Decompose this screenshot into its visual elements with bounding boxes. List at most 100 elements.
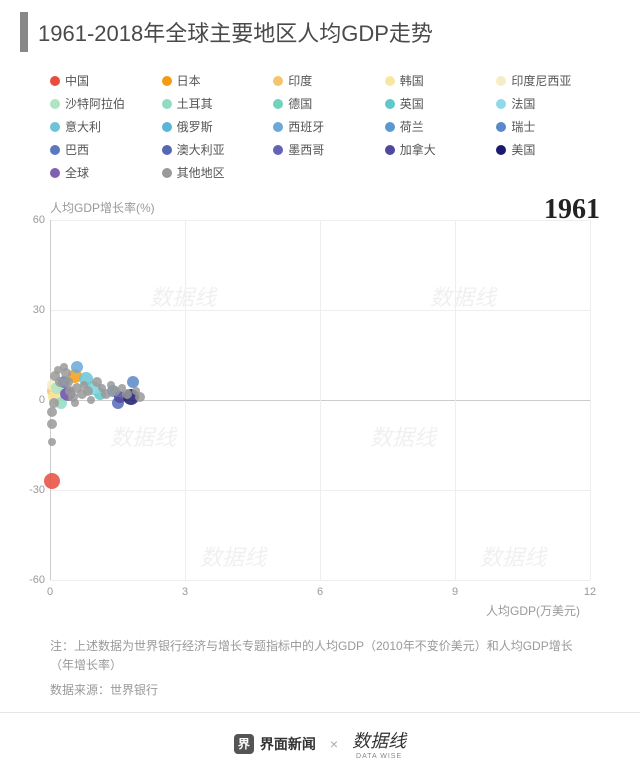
legend-dot-icon — [496, 99, 506, 109]
chart-container: 1961-2018年全球主要地区人均GDP走势 中国 日本 印度 韩国 印度尼西亚沙特阿… — [0, 0, 640, 774]
legend-label: 荷兰 — [400, 118, 424, 135]
legend-label: 土耳其 — [177, 95, 213, 112]
legend-item: 瑞士 — [496, 118, 600, 135]
legend-item: 意大利 — [50, 118, 154, 135]
footer-brand-1: 界 界面新闻 — [234, 734, 316, 754]
data-point — [83, 386, 93, 396]
data-source: 数据来源：世界银行 — [0, 681, 640, 712]
legend-dot-icon — [385, 99, 395, 109]
data-point — [47, 407, 57, 417]
data-point — [71, 361, 83, 373]
data-point — [135, 392, 145, 402]
watermark: 数据线 — [480, 540, 546, 572]
legend-dot-icon — [385, 76, 395, 86]
legend-dot-icon — [162, 99, 172, 109]
legend-dot-icon — [496, 76, 506, 86]
grid-line-v — [455, 220, 456, 580]
legend-dot-icon — [385, 145, 395, 155]
legend-item: 法国 — [496, 95, 600, 112]
footer-separator: × — [330, 736, 338, 752]
y-tick: -30 — [20, 484, 45, 496]
brand2-sub: DATA WISE — [352, 753, 406, 760]
data-point — [87, 396, 95, 404]
legend-item: 美国 — [496, 141, 600, 158]
legend-item: 中国 — [50, 72, 154, 89]
brand2-label: 数据线 — [352, 731, 406, 751]
legend-label: 法国 — [511, 95, 535, 112]
legend-label: 瑞士 — [511, 118, 535, 135]
legend-label: 巴西 — [65, 141, 89, 158]
legend-label: 全球 — [65, 164, 89, 181]
legend-item: 荷兰 — [385, 118, 489, 135]
brand1-label: 界面新闻 — [260, 734, 316, 754]
legend-item: 其他地区 — [162, 164, 266, 181]
grid-line-h — [50, 580, 590, 581]
legend-label: 澳大利亚 — [177, 141, 225, 158]
legend-dot-icon — [50, 76, 60, 86]
legend-dot-icon — [385, 122, 395, 132]
legend-label: 印度 — [288, 72, 312, 89]
watermark: 数据线 — [430, 280, 496, 312]
legend-item: 日本 — [162, 72, 266, 89]
data-point — [71, 399, 79, 407]
legend-dot-icon — [273, 145, 283, 155]
jiemian-icon: 界 — [234, 734, 254, 754]
watermark: 数据线 — [370, 420, 436, 452]
data-point — [44, 473, 60, 489]
y-tick: -60 — [20, 574, 45, 586]
grid-line-v — [590, 220, 591, 580]
footer: 界 界面新闻 × 数据线 DATA WISE — [0, 712, 640, 774]
legend-dot-icon — [273, 122, 283, 132]
legend-label: 韩国 — [400, 72, 424, 89]
legend-label: 其他地区 — [177, 164, 225, 181]
legend-label: 英国 — [400, 95, 424, 112]
legend-label: 西班牙 — [288, 118, 324, 135]
legend-item: 英国 — [385, 95, 489, 112]
x-axis-title: 人均GDP(万美元) — [50, 580, 610, 619]
chart-area: 1961 人均GDP增长率(%) -60-3003060036912数据线数据线… — [0, 189, 640, 619]
legend-item: 巴西 — [50, 141, 154, 158]
legend: 中国 日本 印度 韩国 印度尼西亚沙特阿拉伯 土耳其 德国 英国 法国意大利 俄罗斯 西班牙 荷兰 瑞士… — [0, 60, 640, 189]
data-point — [122, 389, 132, 399]
legend-dot-icon — [273, 99, 283, 109]
data-point — [47, 419, 57, 429]
legend-label: 中国 — [65, 72, 89, 89]
legend-dot-icon — [162, 168, 172, 178]
y-tick: 30 — [20, 304, 45, 316]
x-tick: 12 — [584, 586, 596, 598]
legend-item: 土耳其 — [162, 95, 266, 112]
watermark: 数据线 — [150, 280, 216, 312]
grid-line-v — [185, 220, 186, 580]
legend-dot-icon — [50, 168, 60, 178]
legend-dot-icon — [273, 76, 283, 86]
legend-dot-icon — [50, 99, 60, 109]
legend-dot-icon — [162, 145, 172, 155]
data-point — [49, 398, 59, 408]
x-tick: 0 — [47, 586, 53, 598]
legend-label: 沙特阿拉伯 — [65, 95, 125, 112]
legend-label: 印度尼西亚 — [511, 72, 571, 89]
legend-label: 美国 — [511, 141, 535, 158]
data-point — [127, 376, 139, 388]
legend-label: 墨西哥 — [288, 141, 324, 158]
legend-dot-icon — [496, 122, 506, 132]
title-bar: 1961-2018年全球主要地区人均GDP走势 — [0, 0, 640, 60]
x-tick: 3 — [182, 586, 188, 598]
legend-dot-icon — [162, 76, 172, 86]
legend-label: 日本 — [177, 72, 201, 89]
grid-line-v — [320, 220, 321, 580]
legend-label: 德国 — [288, 95, 312, 112]
legend-item: 俄罗斯 — [162, 118, 266, 135]
y-tick: 0 — [20, 394, 45, 406]
scatter-plot: -60-3003060036912数据线数据线数据线数据线数据线数据线 — [50, 220, 590, 580]
y-axis-title: 人均GDP增长率(%) — [50, 199, 610, 216]
legend-label: 俄罗斯 — [177, 118, 213, 135]
legend-item: 西班牙 — [273, 118, 377, 135]
watermark: 数据线 — [200, 540, 266, 572]
legend-item: 全球 — [50, 164, 154, 181]
legend-item: 沙特阿拉伯 — [50, 95, 154, 112]
legend-label: 意大利 — [65, 118, 101, 135]
chart-note: 注：上述数据为世界银行经济与增长专题指标中的人均GDP（2010年不变价美元）和… — [0, 619, 640, 681]
legend-item: 印度尼西亚 — [496, 72, 600, 89]
legend-item: 德国 — [273, 95, 377, 112]
